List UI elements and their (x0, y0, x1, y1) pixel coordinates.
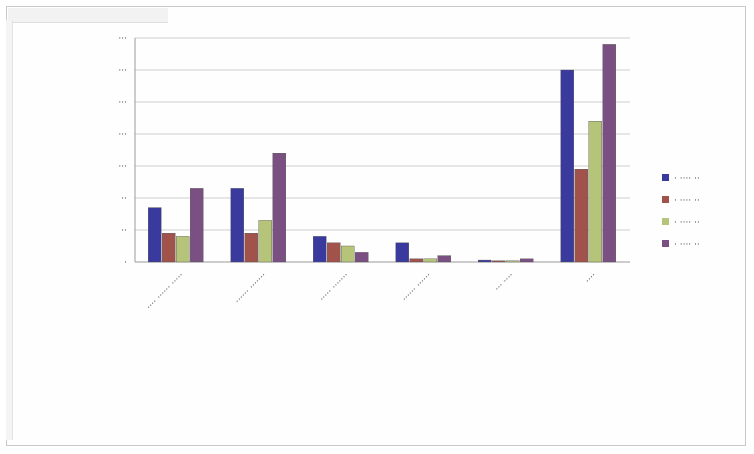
bar (313, 236, 327, 263)
legend-label: · ···· ·· (674, 174, 700, 184)
legend-label: · ···· ·· (674, 240, 700, 250)
bar (395, 242, 409, 263)
y-tick-label: ··· (118, 98, 127, 108)
bar (272, 152, 286, 263)
x-category-label: ···· (584, 271, 599, 286)
bar (176, 236, 190, 263)
frame-header-strip (8, 8, 168, 23)
bar (520, 258, 534, 263)
bar (492, 260, 506, 263)
bar (162, 232, 176, 263)
y-tick-label: ··· (118, 162, 127, 172)
bar (588, 120, 602, 263)
legend-label: · ···· ·· (674, 196, 700, 206)
legend-swatch (662, 240, 669, 247)
bar (602, 44, 616, 263)
y-tick-label: ·· (121, 194, 127, 204)
bar (409, 258, 423, 263)
bar (230, 188, 244, 263)
y-tick-label: ··· (118, 66, 127, 76)
x-category-label: ······ ······ (400, 271, 433, 304)
bar (478, 259, 492, 263)
y-tick-label: ··· (118, 34, 127, 44)
bar (327, 242, 341, 263)
bar (437, 255, 451, 263)
bar (148, 207, 162, 263)
bar (258, 220, 272, 263)
y-tick-label: ·· (121, 226, 127, 236)
x-category-label: ····· ······· (318, 271, 351, 304)
bar (341, 245, 355, 263)
y-tick-label: ··· (118, 130, 127, 140)
y-tick-label: · (124, 258, 127, 268)
x-category-label: ······ ······· (233, 271, 268, 306)
bar (190, 188, 204, 263)
bar (355, 252, 369, 263)
bar (506, 260, 520, 263)
legend-label: · ···· ·· (674, 218, 700, 228)
chart-frame (6, 6, 746, 446)
bar (244, 232, 258, 263)
bar (574, 168, 588, 263)
legend-swatch (662, 196, 669, 203)
bar (423, 258, 437, 263)
legend-swatch (662, 218, 669, 225)
x-category-label: ···· ······ ····· (145, 271, 186, 312)
x-category-label: ··· ···· (493, 271, 516, 294)
frame-left-edge (6, 20, 13, 440)
legend-swatch (662, 174, 669, 181)
bar (560, 69, 574, 263)
